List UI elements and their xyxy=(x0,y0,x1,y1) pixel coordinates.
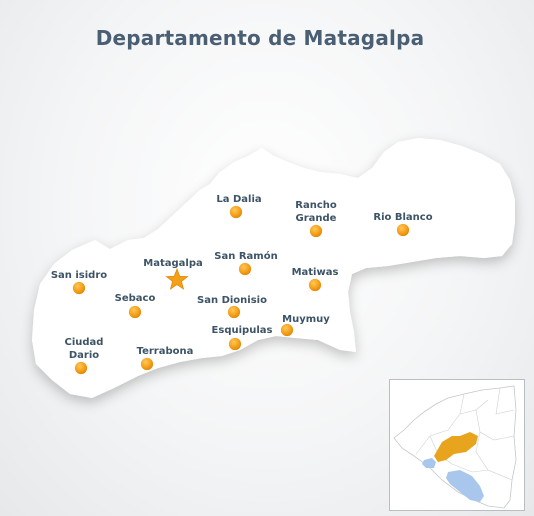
town-label-ciudad: Ciudad Dario xyxy=(65,337,104,361)
town-label-line: La Dalia xyxy=(216,194,261,205)
town-label-line: Dario xyxy=(69,350,99,361)
town-label-terrabona: Terrabona xyxy=(137,346,194,357)
nicaragua-locator-map xyxy=(389,379,525,511)
dot-marker-icon[interactable] xyxy=(307,277,323,293)
town-label-line: Grande xyxy=(296,213,337,224)
town-label-line: Rancho xyxy=(295,200,337,211)
town-label-san-isidro: San isidro xyxy=(51,270,107,281)
town-label-line: Ciudad xyxy=(65,337,104,348)
town-label-line: Esquipulas xyxy=(212,325,273,336)
town-label-matagalpa: Matagalpa xyxy=(143,258,202,269)
star-icon[interactable] xyxy=(165,267,189,290)
town-label-line: San Dionisio xyxy=(197,295,267,306)
dot-marker-icon[interactable] xyxy=(139,356,155,372)
town-label-sebaco: Sebaco xyxy=(115,293,156,304)
lake-nicaragua xyxy=(446,470,484,502)
town-label-muymuy: Muymuy xyxy=(282,314,330,325)
town-label-matiwas: Matiwas xyxy=(292,267,339,278)
dot-marker-icon[interactable] xyxy=(279,322,295,338)
town-label-esquipulas: Esquipulas xyxy=(212,325,273,336)
town-label-line: Terrabona xyxy=(137,346,194,357)
dot-marker-icon[interactable] xyxy=(228,204,244,220)
town-label-line: Matiwas xyxy=(292,267,339,278)
locator-map-graphic xyxy=(393,385,517,509)
dot-marker-icon[interactable] xyxy=(395,222,411,238)
map-title: Departamento de Matagalpa xyxy=(95,26,425,50)
town-label-san-dionisio: San Dionisio xyxy=(197,295,267,306)
dot-marker-icon[interactable] xyxy=(127,304,143,320)
dot-marker-icon[interactable] xyxy=(226,304,242,320)
town-label-line: Sebaco xyxy=(115,293,156,304)
matagalpa-region xyxy=(32,138,515,398)
town-label-rancho: Rancho Grande xyxy=(295,200,337,224)
dot-marker-icon[interactable] xyxy=(73,360,89,376)
town-label-san-ram-n: San Ramón xyxy=(214,250,277,262)
town-label-la-dalia: La Dalia xyxy=(216,194,261,205)
town-label-line: Muymuy xyxy=(282,314,330,325)
town-label-rio-blanco: Rio Blanco xyxy=(373,212,432,223)
dot-marker-icon[interactable] xyxy=(71,280,87,296)
town-label-line: San Ramón xyxy=(214,250,277,262)
town-labels: La Dalia Rancho Grande Rio Blanco San Ramón M… xyxy=(51,194,433,361)
country-outline xyxy=(393,385,517,509)
town-markers xyxy=(71,204,411,376)
dot-marker-icon[interactable] xyxy=(227,336,243,352)
dot-marker-icon[interactable] xyxy=(308,223,324,239)
dot-marker-icon[interactable] xyxy=(237,261,253,277)
matagalpa-highlight xyxy=(434,432,478,462)
town-label-line: Rio Blanco xyxy=(373,212,432,223)
lake-managua xyxy=(422,458,436,468)
town-label-line: San isidro xyxy=(51,270,107,281)
town-label-line: Matagalpa xyxy=(143,258,202,269)
